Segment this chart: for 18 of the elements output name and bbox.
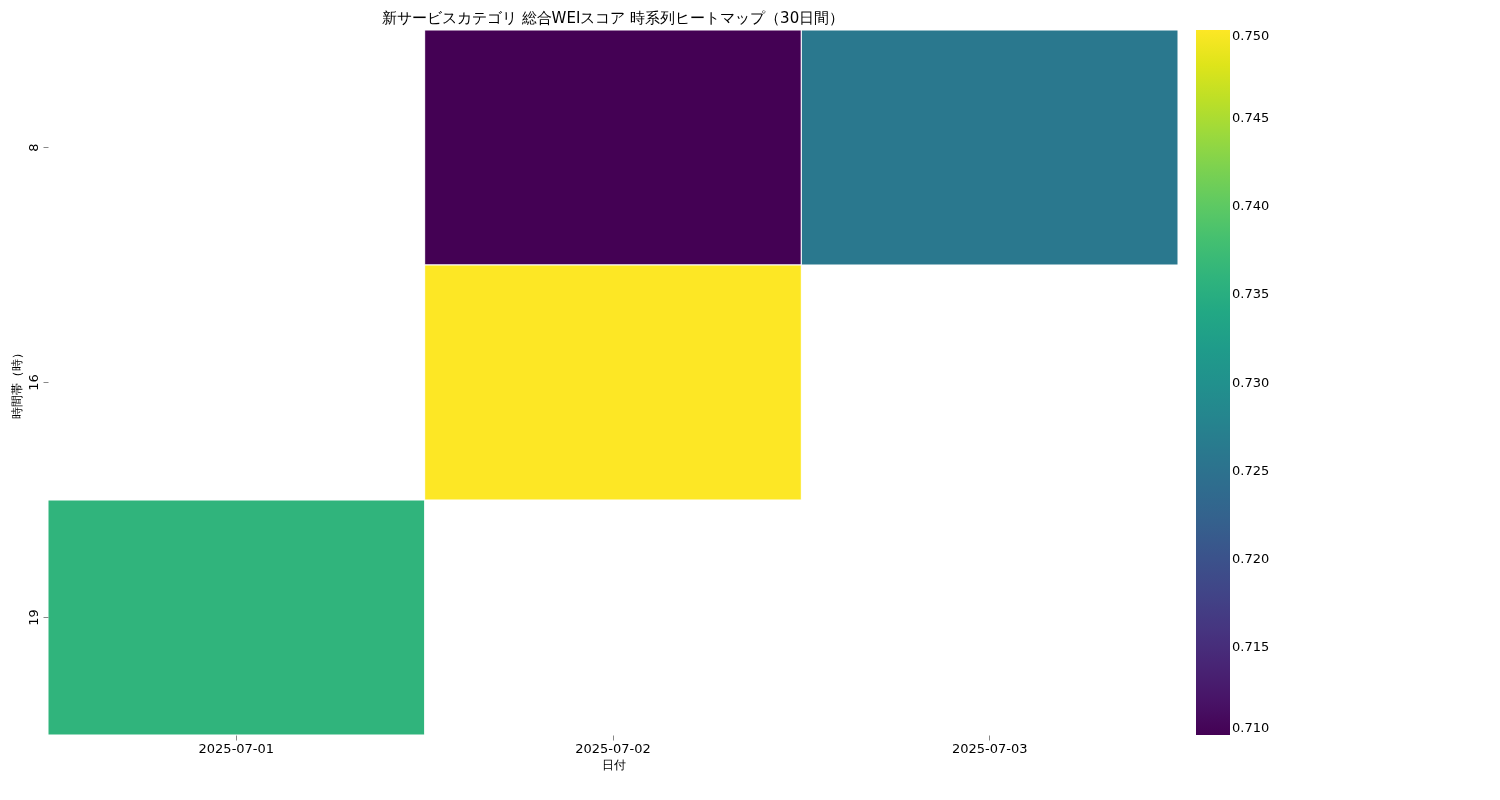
x-axis-title: 日付 (601, 757, 626, 772)
chart-title: 新サービスカテゴリ 総合WEIスコア 時系列ヒートマップ（30日間） (381, 8, 845, 27)
x-tick-label: 2025-07-03 (951, 740, 1028, 756)
color-bar-label: 0.710 (1232, 720, 1270, 735)
y-tick-label: 16 (25, 374, 41, 391)
color-bar-label: 0.740 (1232, 198, 1270, 214)
color-bar-label: 0.715 (1232, 638, 1270, 654)
color-bar-label: 0.730 (1232, 374, 1270, 390)
y-tick-label: 19 (25, 609, 41, 626)
y-tick-label: 8 (25, 143, 41, 152)
color-bar-label: 0.745 (1232, 110, 1270, 126)
color-bar-label: 0.735 (1232, 286, 1270, 302)
x-tick-label: 2025-07-01 (198, 740, 275, 756)
color-bar-label: 0.720 (1232, 550, 1270, 566)
color-bar-label: 0.750 (1232, 28, 1270, 43)
x-tick-label: 2025-07-02 (575, 740, 651, 756)
y-axis-title: 時間帯（時） (9, 347, 24, 419)
color-bar-label: 0.725 (1232, 462, 1270, 478)
